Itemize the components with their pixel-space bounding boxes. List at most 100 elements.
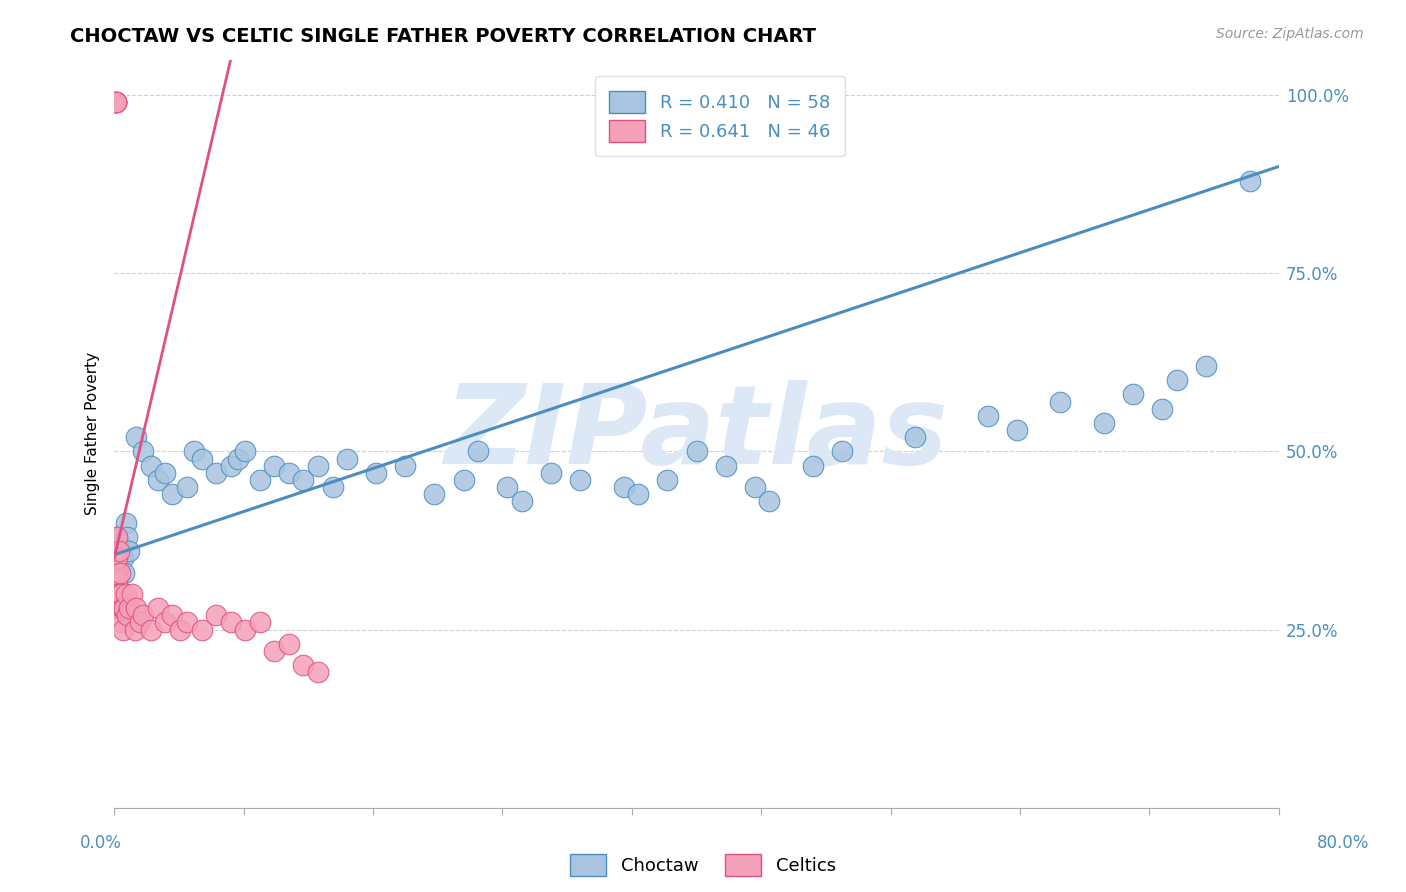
Point <box>104 95 127 110</box>
Point <box>510 494 533 508</box>
Point <box>105 573 128 587</box>
Point <box>104 551 127 566</box>
Point <box>114 587 136 601</box>
Text: Source: ZipAtlas.com: Source: ZipAtlas.com <box>1216 27 1364 41</box>
Point <box>118 601 141 615</box>
Point <box>233 444 256 458</box>
Text: CHOCTAW VS CELTIC SINGLE FATHER POVERTY CORRELATION CHART: CHOCTAW VS CELTIC SINGLE FATHER POVERTY … <box>70 27 817 45</box>
Point <box>114 516 136 530</box>
Point <box>801 458 824 473</box>
Point <box>1239 174 1261 188</box>
Point <box>111 551 134 566</box>
Point <box>263 458 285 473</box>
Point <box>107 544 129 558</box>
Point <box>110 615 132 630</box>
Text: 80.0%: 80.0% <box>1316 834 1369 852</box>
Point <box>758 494 780 508</box>
Point <box>104 95 127 110</box>
Point <box>307 458 329 473</box>
Point <box>121 587 143 601</box>
Point <box>125 601 148 615</box>
Point <box>104 587 127 601</box>
Point <box>104 544 127 558</box>
Point <box>132 444 155 458</box>
Point <box>108 601 131 615</box>
Point <box>104 95 127 110</box>
Point <box>1092 416 1115 430</box>
Point <box>129 615 152 630</box>
Point <box>657 473 679 487</box>
Point <box>496 480 519 494</box>
Point <box>423 487 446 501</box>
Point <box>219 615 242 630</box>
Point <box>744 480 766 494</box>
Point <box>105 530 128 544</box>
Point <box>226 451 249 466</box>
Point <box>124 623 146 637</box>
Point <box>117 530 139 544</box>
Point <box>105 587 128 601</box>
Point <box>627 487 650 501</box>
Point <box>111 601 134 615</box>
Point <box>153 466 176 480</box>
Point <box>219 458 242 473</box>
Point <box>831 444 853 458</box>
Point <box>292 473 315 487</box>
Point <box>277 637 299 651</box>
Point <box>107 601 129 615</box>
Point <box>125 430 148 444</box>
Point <box>1166 373 1188 387</box>
Point <box>176 480 198 494</box>
Point <box>453 473 475 487</box>
Point <box>110 544 132 558</box>
Point <box>110 587 132 601</box>
Point <box>104 95 127 110</box>
Point <box>1195 359 1218 373</box>
Point <box>169 623 191 637</box>
Point <box>176 615 198 630</box>
Point <box>263 644 285 658</box>
Point <box>112 566 135 580</box>
Point <box>1152 401 1174 416</box>
Point <box>153 615 176 630</box>
Point <box>366 466 388 480</box>
Point <box>112 601 135 615</box>
Point <box>249 473 271 487</box>
Point <box>292 658 315 673</box>
Point <box>111 623 134 637</box>
Point <box>233 623 256 637</box>
Point <box>190 451 212 466</box>
Point <box>205 608 228 623</box>
Point <box>146 473 169 487</box>
Point <box>105 530 128 544</box>
Point <box>108 566 131 580</box>
Point <box>105 551 128 566</box>
Point <box>976 409 998 423</box>
Point <box>685 444 707 458</box>
Text: 0.0%: 0.0% <box>80 834 122 852</box>
Point <box>336 451 359 466</box>
Point <box>139 458 162 473</box>
Point <box>307 665 329 680</box>
Point <box>569 473 592 487</box>
Point <box>139 623 162 637</box>
Point <box>205 466 228 480</box>
Point <box>108 537 131 551</box>
Point <box>183 444 205 458</box>
Point <box>1005 423 1028 437</box>
Point <box>104 95 127 110</box>
Y-axis label: Single Father Poverty: Single Father Poverty <box>86 352 100 516</box>
Point <box>117 608 139 623</box>
Point <box>146 601 169 615</box>
Point <box>132 608 155 623</box>
Point <box>107 587 129 601</box>
Point <box>394 458 416 473</box>
Point <box>904 430 927 444</box>
Point <box>467 444 489 458</box>
Legend: Choctaw, Celtics: Choctaw, Celtics <box>562 847 844 883</box>
Point <box>322 480 344 494</box>
Point <box>118 544 141 558</box>
Legend: R = 0.410   N = 58, R = 0.641   N = 46: R = 0.410 N = 58, R = 0.641 N = 46 <box>595 76 845 156</box>
Point <box>714 458 737 473</box>
Point <box>540 466 562 480</box>
